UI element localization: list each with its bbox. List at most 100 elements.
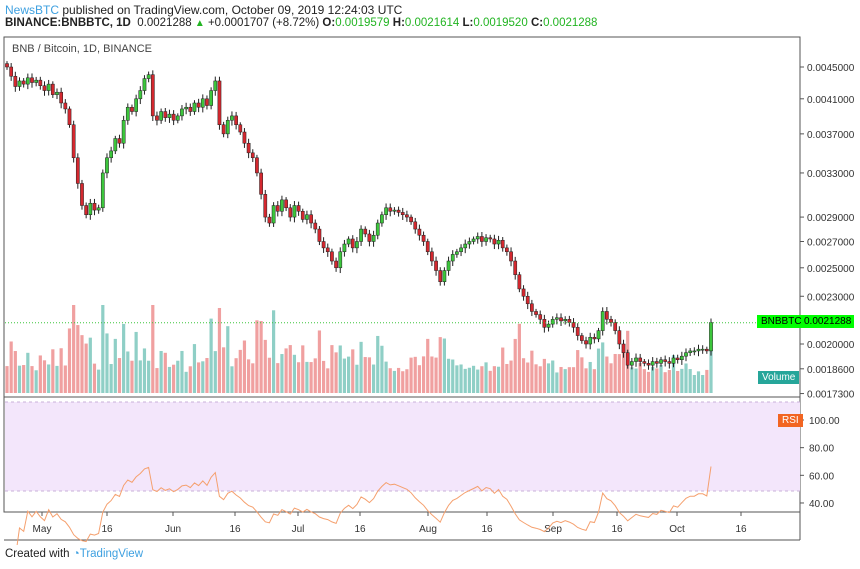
candle-body (263, 194, 268, 218)
last-price-tag: 0.0021288 (801, 315, 855, 328)
candle-body (313, 222, 318, 230)
price-tick-label: 0.0017300 (807, 390, 855, 401)
volume-bar (480, 366, 484, 393)
volume-bar (105, 333, 109, 393)
candle-body (559, 317, 563, 322)
candle-body (92, 202, 97, 211)
candle-body (521, 288, 526, 297)
candle-body (30, 77, 34, 83)
candle-body (709, 322, 713, 352)
volume-bar (405, 369, 409, 393)
volume-bar (351, 349, 355, 393)
candle-body (117, 138, 122, 144)
candle-body (42, 85, 47, 91)
candle-body (642, 361, 647, 364)
candle-body (217, 80, 222, 126)
candle-body (259, 172, 263, 195)
volume-bar (326, 368, 330, 393)
candle-body (530, 303, 534, 312)
volume-bar (84, 343, 88, 393)
candle-body (630, 361, 634, 366)
candle-body (200, 98, 205, 108)
volume-bar (496, 366, 501, 393)
time-tick-label: Aug (419, 524, 437, 535)
candle-body (275, 205, 280, 212)
volume-bar (501, 347, 505, 393)
candle-body (284, 199, 288, 209)
candle-body (225, 120, 230, 135)
volume-bar (651, 366, 655, 393)
candle-body (180, 108, 184, 117)
volume-bar (292, 354, 297, 393)
candle-body (109, 150, 113, 159)
volume-bar (209, 318, 213, 393)
candle-body (305, 214, 309, 220)
candle-body (675, 357, 680, 360)
volume-bar (230, 366, 234, 393)
candle-body (471, 238, 476, 242)
candle-body (330, 251, 334, 262)
candle-body (346, 238, 351, 245)
candle-body (96, 207, 101, 211)
volume-bar (580, 357, 584, 393)
time-tick-label: Sep (544, 524, 562, 535)
price-chart[interactable]: 0.0045000 0.0041000 0.0037000 0.0033000 0.00… (0, 0, 860, 545)
volume-bar (188, 366, 192, 393)
candle-body (309, 214, 313, 224)
candle-body (555, 317, 559, 320)
volume-bar (384, 361, 388, 393)
candle-body (575, 327, 580, 336)
symbol-price-tag: BNBBTC (757, 315, 806, 328)
candle-body (50, 83, 55, 95)
volume-bar (280, 354, 284, 393)
candle-body (196, 102, 201, 108)
volume-bar (251, 363, 255, 393)
candle-body (500, 239, 505, 249)
volume-bar (321, 360, 326, 393)
candle-body (380, 214, 384, 224)
volume-bar (88, 337, 92, 393)
volume-bar (617, 354, 621, 393)
candle-body (130, 106, 134, 112)
candle-body (17, 80, 22, 87)
candle-body (684, 352, 688, 357)
volume-bar (692, 375, 696, 393)
volume-bar (430, 356, 434, 393)
volume-bar (521, 358, 526, 393)
footer: Created with ◔TradingView (5, 548, 143, 560)
volume-bar (342, 358, 347, 393)
candle-body (563, 319, 568, 322)
candle-body (334, 260, 338, 269)
chart-title: BNB / Bitcoin, 1D, BINANCE (12, 43, 152, 55)
candle-body (450, 254, 455, 262)
tradingview-link[interactable]: TradingView (79, 548, 144, 560)
candle-body (609, 319, 613, 323)
volume-bar (455, 365, 459, 393)
candle-body (292, 205, 297, 218)
volume-bar (596, 348, 601, 393)
volume-bar (113, 338, 117, 393)
candle-body (463, 243, 468, 249)
volume-bar (476, 369, 480, 393)
candle-body (171, 113, 176, 121)
volume-bar (684, 363, 688, 393)
volume-bar (409, 357, 413, 393)
candle-body (438, 270, 443, 282)
volume-bar (47, 364, 51, 393)
volume-bar (276, 363, 280, 393)
publisher-link[interactable]: NewsBTC (5, 3, 60, 17)
candle-body (163, 111, 168, 118)
candle-body (242, 131, 247, 144)
tradingview-logo-icon[interactable]: ◔ (72, 548, 80, 560)
volume-bar (42, 360, 47, 393)
volume-bar (592, 369, 596, 393)
volume-bar (97, 369, 101, 393)
volume-bar (655, 368, 659, 393)
volume-bar (642, 369, 646, 393)
volume-bar (313, 358, 317, 393)
candle-body (525, 296, 530, 305)
volume-bar (363, 357, 367, 393)
volume-bar (180, 350, 184, 393)
candle-body (459, 247, 463, 253)
volume-bar (201, 361, 205, 393)
